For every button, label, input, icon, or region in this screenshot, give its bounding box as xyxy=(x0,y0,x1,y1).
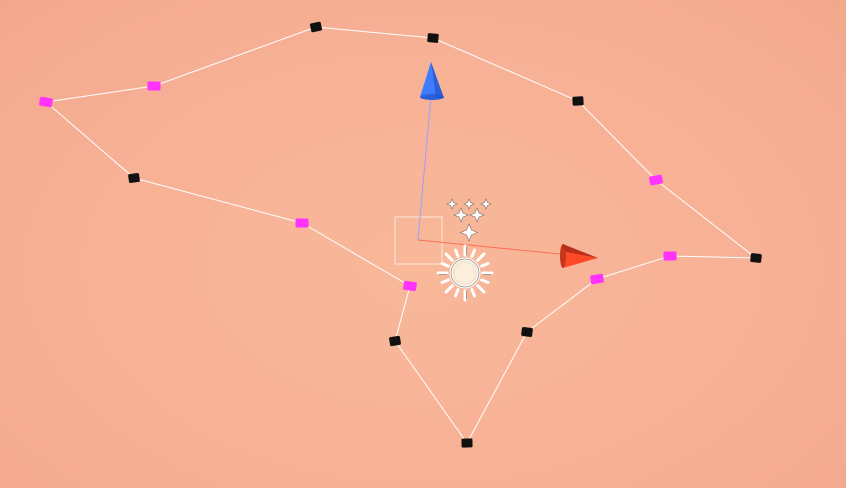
selection-rect[interactable] xyxy=(394,216,443,265)
spline-anchor-point[interactable] xyxy=(572,96,584,106)
spline-tangent-handle[interactable] xyxy=(39,96,53,108)
gizmo-y-axis-line xyxy=(417,95,432,241)
spline-path xyxy=(44,26,758,444)
sun-light-icon[interactable] xyxy=(436,244,494,302)
spline-anchor-point[interactable] xyxy=(521,327,533,337)
control-points xyxy=(39,21,762,448)
spline-tangent-handle[interactable] xyxy=(590,273,604,285)
spline-tangent-handle[interactable] xyxy=(403,280,417,292)
spline-anchor-point[interactable] xyxy=(309,21,323,33)
gizmo-x-axis-line xyxy=(417,239,561,255)
spline-anchor-point[interactable] xyxy=(750,253,762,263)
spline-anchor-point[interactable] xyxy=(128,172,140,184)
spline-anchor-point[interactable] xyxy=(427,33,439,43)
spline-tangent-handle[interactable] xyxy=(663,251,677,261)
spline-tangent-handle[interactable] xyxy=(649,174,663,186)
spline-anchor-point[interactable] xyxy=(461,438,473,448)
spline-anchor-point[interactable] xyxy=(389,335,401,347)
gizmo-x-axis-handle[interactable] xyxy=(560,244,598,268)
gizmo-y-axis-handle[interactable] xyxy=(420,62,444,100)
spline-tangent-handle[interactable] xyxy=(147,81,161,91)
spline-tangent-handle[interactable] xyxy=(295,218,309,228)
sparkle-particles-icon[interactable] xyxy=(446,198,492,242)
